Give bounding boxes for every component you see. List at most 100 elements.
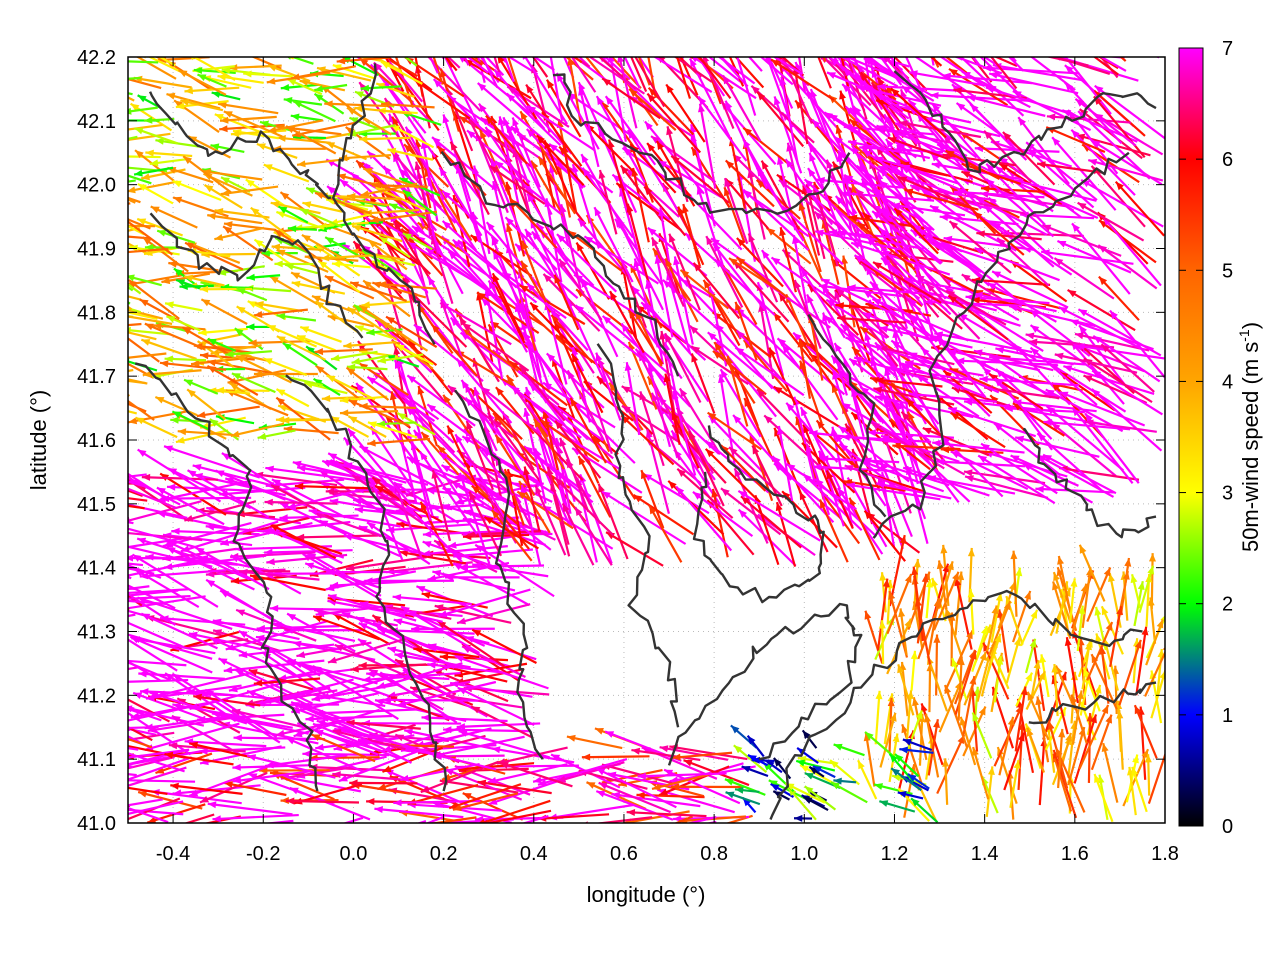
wind-vector-head xyxy=(308,508,318,516)
wind-vector-shaft xyxy=(1074,97,1137,147)
wind-vector-head xyxy=(438,610,448,618)
wind-vector-head xyxy=(220,189,230,197)
wind-vector-head xyxy=(113,355,122,362)
wind-vector-head xyxy=(819,30,826,39)
wind-vector-head xyxy=(94,265,103,273)
wind-vector-head xyxy=(109,720,118,727)
wind-vector-head xyxy=(734,468,742,478)
wind-vector-head xyxy=(128,554,133,562)
wind-vector-shaft xyxy=(285,799,360,804)
wind-vector-head xyxy=(143,116,153,124)
wind-vector-shaft xyxy=(706,411,762,451)
wind-vector-head xyxy=(834,343,842,352)
wind-vector-shaft xyxy=(679,269,730,310)
wind-vector-head xyxy=(874,36,882,44)
wind-vector-shaft xyxy=(128,352,167,359)
wind-vector-shaft xyxy=(128,235,151,240)
wind-vector-head xyxy=(673,256,680,266)
wind-vector-shaft xyxy=(168,261,219,272)
wind-vector-shaft xyxy=(128,786,129,789)
wind-vector-shaft xyxy=(908,392,997,403)
wind-vector-head xyxy=(542,112,550,121)
wind-vector-head xyxy=(86,724,95,731)
wind-vector-head xyxy=(1058,307,1068,314)
wind-vector-head xyxy=(881,257,890,266)
wind-vector-head xyxy=(597,376,606,385)
wind-vector-head xyxy=(311,734,321,741)
wind-vector-head xyxy=(670,15,678,24)
wind-vector-shaft xyxy=(1092,57,1119,76)
wind-vector-shaft xyxy=(234,668,316,710)
wind-vector-shaft xyxy=(708,414,767,477)
wind-vector-head xyxy=(725,178,734,188)
wind-vector-head xyxy=(231,708,241,716)
wind-vector-shaft xyxy=(912,697,928,761)
wind-vector-head xyxy=(884,114,892,124)
wind-vector-head xyxy=(761,250,770,259)
wind-vector-head xyxy=(472,165,480,175)
wind-vector-shaft xyxy=(954,649,977,705)
wind-vector-shaft xyxy=(128,308,164,320)
wind-vector-head xyxy=(756,167,765,177)
wind-vector-head xyxy=(798,202,806,212)
wind-vector-shaft xyxy=(492,180,511,253)
wind-vector-shaft xyxy=(225,389,289,417)
wind-vector-shaft xyxy=(926,655,949,712)
wind-vector-head xyxy=(974,247,984,255)
wind-vector-head xyxy=(952,29,960,37)
wind-vector-head xyxy=(782,344,790,354)
wind-vector-head xyxy=(676,13,684,21)
wind-vector-shaft xyxy=(362,167,419,189)
wind-vector-head xyxy=(908,352,918,360)
wind-vector-shaft xyxy=(406,744,497,752)
wind-vector-head xyxy=(372,615,382,623)
wind-vector-head xyxy=(945,150,955,158)
wind-vector-head xyxy=(644,121,653,131)
wind-vector-head xyxy=(94,595,103,602)
wind-vector-head xyxy=(104,782,113,789)
wind-vector-head xyxy=(1093,335,1103,344)
wind-vector-head xyxy=(49,734,58,741)
wind-vector-shaft xyxy=(598,169,618,235)
wind-vector-head xyxy=(394,652,404,660)
wind-vector-head xyxy=(659,745,669,753)
wind-vector-shaft xyxy=(901,163,978,198)
wind-vector-shaft xyxy=(128,179,136,183)
wind-vector-head xyxy=(96,214,105,221)
wind-vector-shaft xyxy=(309,765,391,772)
wind-vector-shaft xyxy=(206,364,259,396)
wind-vector-shaft xyxy=(572,57,583,64)
colorbar xyxy=(1178,47,1204,827)
wind-vector-head xyxy=(594,207,602,217)
wind-vector-head xyxy=(1024,590,1031,600)
wind-vector-shaft xyxy=(167,467,252,510)
wind-vector-head xyxy=(849,119,859,128)
wind-vector-shaft xyxy=(359,225,420,266)
wind-vector-head xyxy=(346,367,356,376)
wind-vector-shaft xyxy=(223,659,325,672)
wind-vector-shaft xyxy=(888,590,909,658)
wind-vector-shaft xyxy=(426,403,497,457)
wind-vector-shaft xyxy=(334,565,406,577)
wind-vector-shaft xyxy=(720,487,782,536)
wind-vector-shaft xyxy=(982,642,1010,700)
wind-vector-head xyxy=(250,207,260,216)
wind-vector-head xyxy=(972,712,980,722)
wind-vector-head xyxy=(172,789,182,797)
wind-vector-shaft xyxy=(187,241,241,264)
wind-vector-head xyxy=(1076,133,1086,141)
wind-vector-head xyxy=(1002,34,1011,42)
colorbar-tick-label: 4 xyxy=(1222,371,1233,393)
wind-vector-head xyxy=(738,34,747,41)
wind-vector-shaft xyxy=(566,298,606,383)
wind-vector-head xyxy=(838,487,846,497)
wind-vector-head xyxy=(872,299,882,306)
wind-vector-head xyxy=(366,328,375,336)
wind-vector-shaft xyxy=(955,57,963,61)
wind-vector-shaft xyxy=(726,355,749,427)
wind-vector-shaft xyxy=(128,531,203,542)
wind-vector-shaft xyxy=(828,113,912,166)
wind-vector-head xyxy=(956,357,965,365)
wind-vector-head xyxy=(824,9,831,18)
wind-vector-head xyxy=(886,365,896,372)
